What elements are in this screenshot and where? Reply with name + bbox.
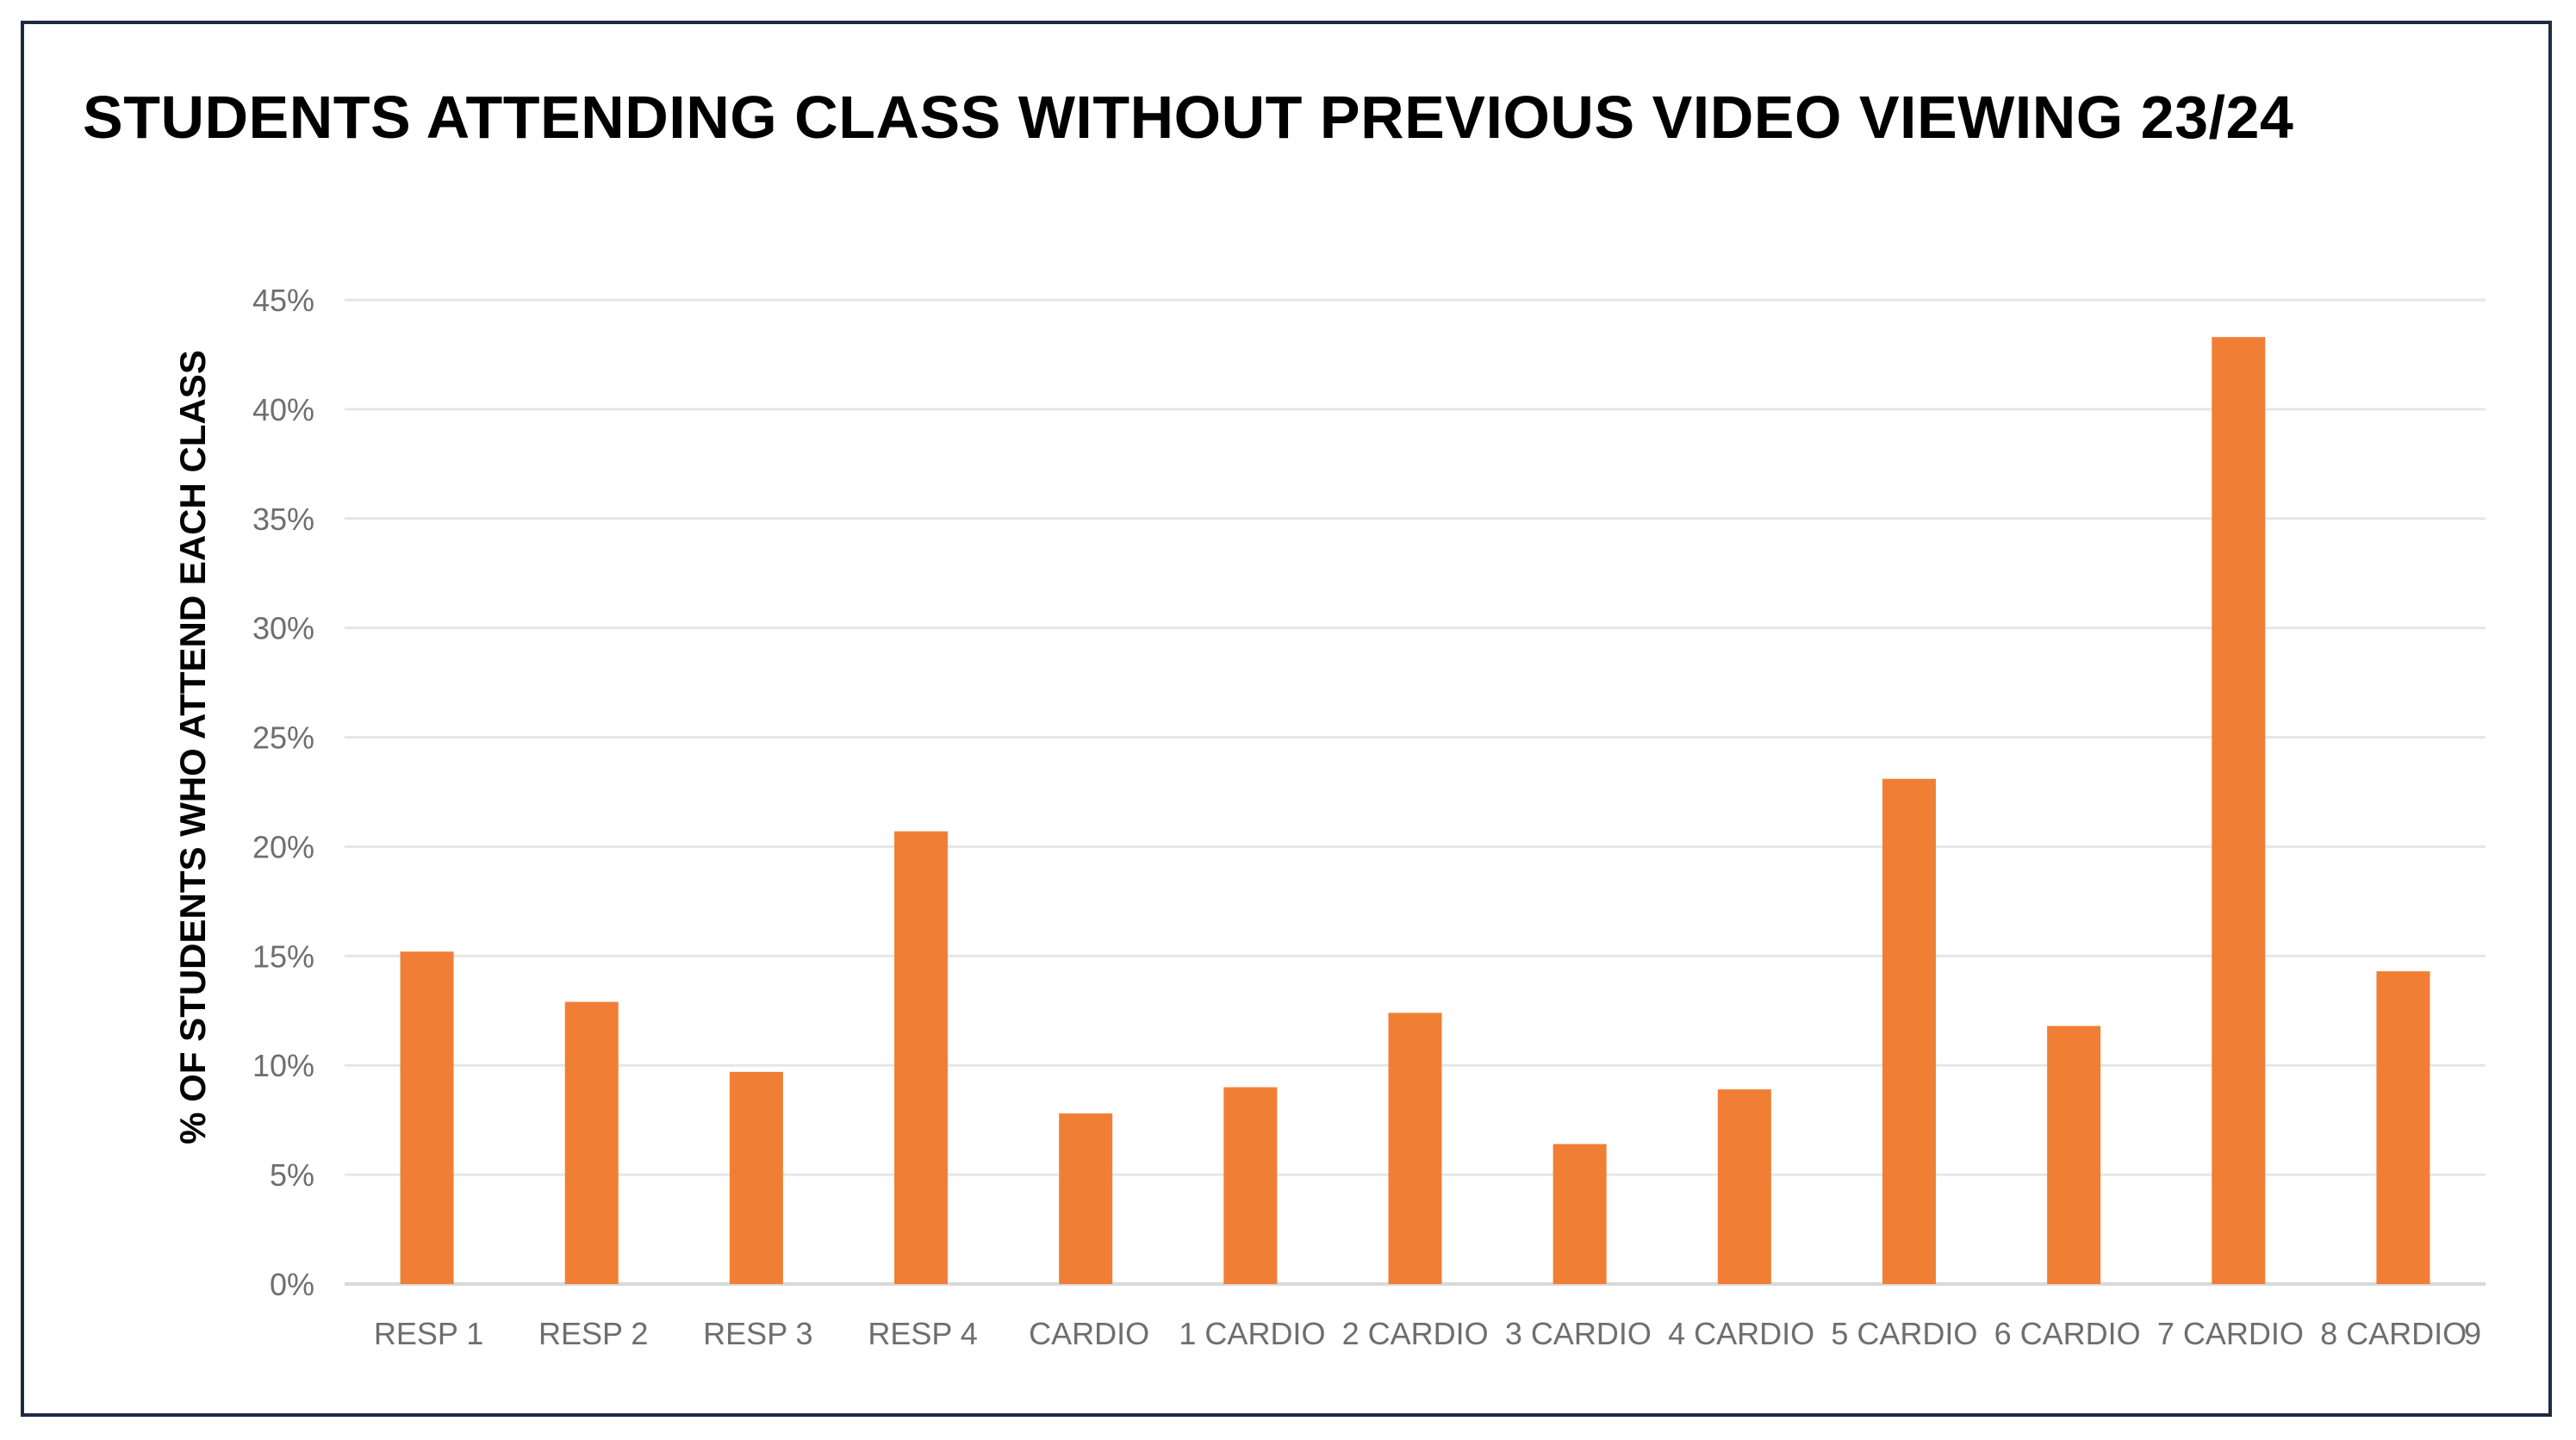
- bar: [2212, 337, 2266, 1284]
- y-tick-label: 15%: [252, 938, 314, 974]
- x-tick-label: 9: [2464, 1316, 2481, 1351]
- x-tick-label: 6 CARDIO: [1994, 1316, 2141, 1351]
- y-tick-label: 35%: [252, 502, 314, 537]
- x-tick-label: 1 CARDIO: [1179, 1316, 1325, 1351]
- bars: [400, 337, 2430, 1284]
- bar: [1552, 1144, 1607, 1284]
- y-tick-label: 0%: [270, 1267, 314, 1302]
- bar: [2376, 971, 2430, 1284]
- bar: [400, 951, 454, 1284]
- y-tick-label: 45%: [252, 283, 314, 318]
- bar: [729, 1071, 783, 1284]
- bar: [2047, 1025, 2101, 1284]
- y-tick-label: 30%: [252, 611, 314, 646]
- y-tick-label: 25%: [252, 720, 314, 756]
- bar: [894, 831, 949, 1284]
- y-tick-labels: 0% 5% 10% 15% 20% 25% 30% 35% 40% 45%: [252, 283, 314, 1302]
- y-tick-label: 10%: [252, 1048, 314, 1083]
- y-axis-label: % OF STUDENTS WHO ATTEND EACH CLASS: [172, 350, 213, 1144]
- x-tick-label: RESP 3: [703, 1316, 812, 1351]
- x-tick-label: 3 CARDIO: [1505, 1316, 1652, 1351]
- x-tick-label: 2 CARDIO: [1342, 1316, 1489, 1351]
- bar: [564, 1001, 619, 1284]
- x-tick-label: RESP 1: [374, 1316, 483, 1351]
- chart-title: STUDENTS ATTENDING CLASS WITHOUT PREVIOU…: [83, 84, 2294, 151]
- x-tick-label: 7 CARDIO: [2157, 1316, 2304, 1351]
- x-tick-label: 5 CARDIO: [1831, 1316, 1977, 1351]
- x-tick-label: 4 CARDIO: [1668, 1316, 1814, 1351]
- bar: [1882, 778, 1936, 1284]
- y-tick-label: 40%: [252, 392, 314, 427]
- x-tick-label: RESP 4: [868, 1316, 977, 1351]
- y-tick-label: 20%: [252, 829, 314, 864]
- x-tick-label: CARDIO: [1029, 1316, 1149, 1351]
- x-tick-label: 8 CARDIO: [2320, 1316, 2467, 1351]
- bar: [1059, 1113, 1113, 1284]
- x-tick-label: RESP 2: [538, 1316, 648, 1351]
- bar: [1388, 1013, 1442, 1284]
- bar: [1223, 1087, 1278, 1284]
- x-tick-labels: RESP 1 RESP 2 RESP 3 RESP 4 CARDIO 1 CARDIO 2 …: [374, 1316, 2481, 1351]
- bar: [1717, 1089, 1771, 1284]
- y-tick-label: 5%: [270, 1157, 314, 1193]
